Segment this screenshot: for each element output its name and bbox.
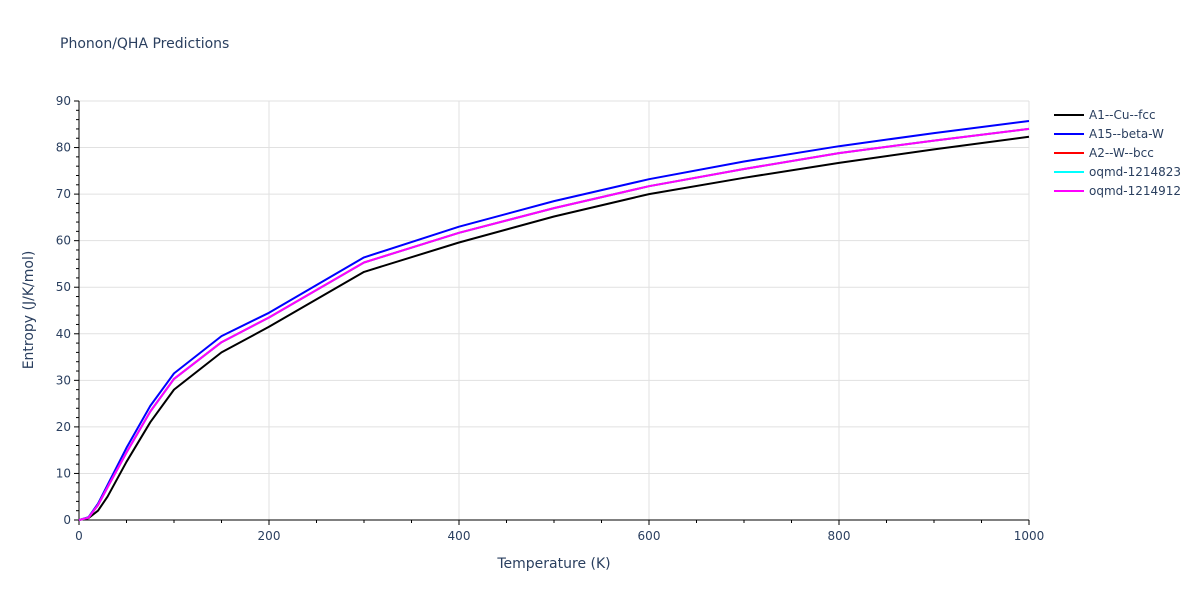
x-tick-label: 600 [638, 529, 661, 543]
y-tick-label: 10 [56, 466, 71, 480]
series-line-oqmd-1214823[interactable] [78, 127, 1030, 521]
legend-swatch-icon [1054, 113, 1084, 116]
legend-item[interactable]: A1--Cu--fcc [1054, 105, 1181, 124]
y-tick-label: 30 [56, 373, 71, 387]
x-tick-label: 400 [448, 529, 471, 543]
legend-label: oqmd-1214823 [1089, 164, 1182, 179]
gridlines [79, 100, 1030, 520]
x-axis-title: Temperature (K) [496, 556, 610, 572]
legend-swatch-icon [1054, 170, 1084, 173]
series-line-A15--beta-W[interactable] [78, 120, 1030, 521]
y-tick-label: 60 [56, 234, 71, 248]
legend-item[interactable]: A15--beta-W [1054, 124, 1181, 143]
legend-swatch-icon [1054, 132, 1084, 135]
legend-item[interactable]: oqmd-1214912 [1054, 181, 1181, 200]
chart-title: Phonon/QHA Predictions [60, 36, 230, 52]
x-tick-label: 800 [828, 529, 851, 543]
data-lines [78, 120, 1030, 521]
legend-label: A15--beta-W [1089, 126, 1164, 141]
legend-swatch-icon [1054, 151, 1084, 154]
legend-label: A2--W--bcc [1089, 145, 1154, 160]
y-axis-title: Entropy (J/K/mol) [21, 251, 37, 370]
y-tick-label: 20 [56, 420, 71, 434]
y-tick-label: 70 [56, 187, 71, 201]
legend-item[interactable]: oqmd-1214823 [1054, 162, 1181, 181]
y-tick-label: 40 [56, 327, 71, 341]
x-tick-label: 1000 [1014, 529, 1045, 543]
legend-label: A1--Cu--fcc [1089, 107, 1156, 122]
series-line-A2--W--bcc[interactable] [78, 127, 1030, 521]
y-tick-label: 50 [56, 280, 71, 294]
axes: 0 10 20 30 40 50 60 70 80 90 0 200 400 600 800 1000 [56, 94, 1045, 543]
x-tick-label: 0 [75, 529, 83, 543]
legend-item[interactable]: A2--W--bcc [1054, 143, 1181, 162]
legend-label: oqmd-1214912 [1089, 183, 1182, 198]
series-line-A1--Cu--fcc[interactable] [78, 135, 1030, 521]
y-tick-label: 80 [56, 141, 71, 155]
series-line-oqmd-1214912[interactable] [78, 127, 1030, 521]
x-tick-label: 200 [258, 529, 281, 543]
y-tick-label: 0 [63, 513, 71, 527]
legend: A1--Cu--fcc A15--beta-W A2--W--bcc oqmd-121… [1054, 105, 1181, 200]
legend-swatch-icon [1054, 189, 1084, 192]
y-tick-label: 90 [56, 94, 71, 108]
